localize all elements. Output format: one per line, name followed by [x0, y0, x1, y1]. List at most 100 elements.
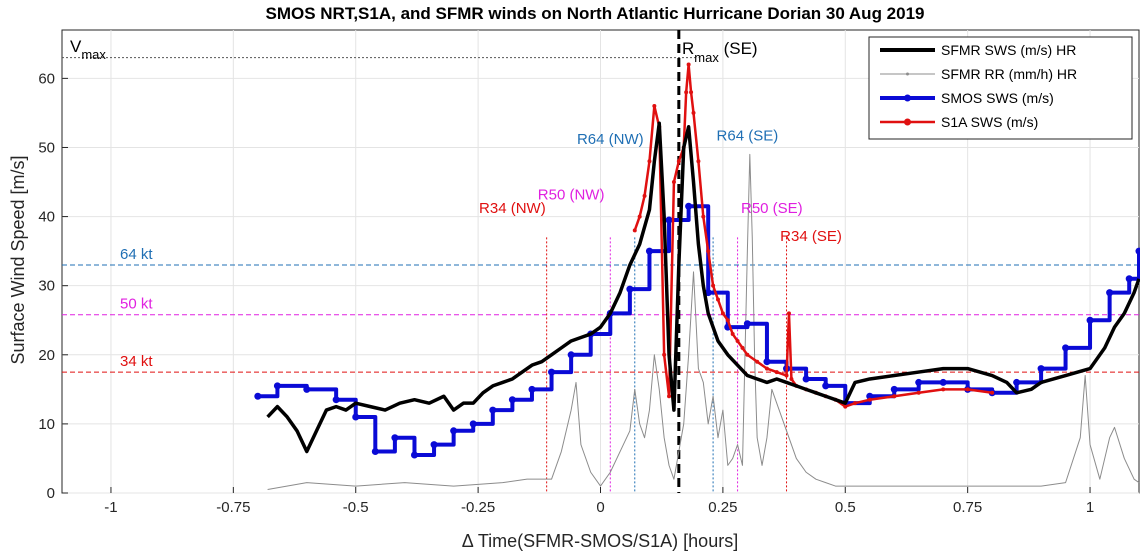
data-point-s1a: [647, 159, 652, 164]
chart-title: SMOS NRT,S1A, and SFMR winds on North At…: [265, 4, 924, 23]
data-point-smos: [371, 448, 379, 456]
data-point-s1a: [720, 311, 725, 316]
series-line-sfmr-sws: [266, 121, 1140, 454]
data-point-s1a: [701, 214, 706, 219]
data-point-s1a: [990, 390, 995, 395]
data-point-s1a: [652, 104, 657, 109]
data-point-s1a: [637, 214, 642, 219]
data-point-smos: [1135, 247, 1140, 255]
x-axis: -1 -0.75 -0.5 -0.25 0 0.25 0.5 0.75 1: [104, 487, 1094, 516]
series-layer: [254, 62, 1140, 491]
legend: SFMR SWS (m/s) HR SFMR RR (mm/h) HR SMOS S…: [868, 36, 1133, 140]
reference-lines: [62, 57, 1139, 373]
y-tick-label: 50: [38, 139, 55, 156]
legend-entry-label: SFMR RR (mm/h) HR: [941, 66, 1077, 82]
rmax-label-sub: max: [694, 50, 719, 65]
radius-marker-label: R34 (NW): [479, 200, 546, 217]
data-point-s1a: [684, 90, 689, 95]
data-point-smos: [939, 378, 947, 386]
radius-marker-label: R34 (SE): [780, 228, 842, 245]
legend-marker: [904, 118, 911, 126]
data-point-s1a: [642, 193, 647, 198]
data-point-s1a: [892, 394, 897, 399]
x-axis-label: Δ Time(SFMR-SMOS/S1A) [hours]: [462, 531, 738, 551]
data-point-s1a: [916, 390, 921, 395]
x-tick-label: -0.5: [343, 499, 369, 516]
data-point-smos: [489, 406, 497, 414]
y-tick-label: 40: [38, 209, 55, 226]
data-point-smos: [822, 382, 830, 390]
y-tick-label: 60: [38, 70, 55, 87]
legend-entry-label: SFMR SWS (m/s) HR: [941, 42, 1076, 58]
annotation-labels: 64 kt 50 kt 34 kt R34 (NW)R50 (NW) R64 (NW) R…: [120, 128, 842, 371]
data-point-smos: [1062, 344, 1070, 352]
data-point-smos: [391, 434, 399, 442]
x-tick-label: -0.75: [216, 499, 250, 516]
data-point-smos: [1013, 378, 1021, 386]
data-point-s1a: [774, 370, 779, 375]
data-point-smos: [254, 392, 262, 400]
data-point-smos: [1037, 365, 1045, 373]
reference-line-label: 50 kt: [120, 296, 153, 313]
data-point-s1a: [755, 359, 760, 364]
x-tick-label: -1: [104, 499, 117, 516]
data-point-smos: [665, 216, 673, 224]
data-point-smos: [450, 427, 458, 435]
legend-marker: [904, 94, 911, 102]
data-point-smos: [890, 385, 898, 393]
data-point-smos: [469, 420, 477, 428]
data-point-s1a: [715, 297, 720, 302]
data-point-s1a: [662, 352, 667, 357]
data-point-smos: [866, 392, 874, 400]
data-point-s1a: [745, 352, 750, 357]
rmax-label: Rmax (SE): [682, 39, 758, 65]
data-point-smos: [1086, 316, 1094, 324]
vmax-label-main: V: [70, 37, 82, 56]
data-point-s1a: [711, 283, 716, 288]
data-point-s1a: [735, 338, 740, 343]
data-point-smos: [528, 385, 536, 393]
data-point-s1a: [706, 249, 711, 254]
data-point-smos: [548, 368, 556, 376]
data-point-smos: [743, 320, 751, 328]
radius-marker-label: R50 (SE): [741, 200, 803, 217]
data-point-smos: [763, 358, 771, 366]
rmax-label-suffix: (SE): [719, 39, 758, 58]
data-point-s1a: [764, 366, 769, 371]
data-point-s1a: [676, 159, 681, 164]
data-point-s1a: [867, 397, 872, 402]
y-axis-label: Surface Wind Speed [m/s]: [8, 155, 28, 364]
series-line-sfmr-rr: [267, 153, 1140, 491]
legend-entry-label: SMOS SWS (m/s): [941, 90, 1054, 106]
data-point-s1a: [740, 345, 745, 350]
vmax-label-sub: max: [81, 47, 106, 62]
data-point-s1a: [667, 394, 672, 399]
x-tick-label: 1: [1086, 499, 1094, 516]
data-point-smos: [802, 375, 810, 383]
data-point-s1a: [843, 404, 848, 409]
x-tick-label: 0: [596, 499, 604, 516]
data-point-smos: [1125, 275, 1133, 283]
radius-marker-label: R64 (SE): [717, 128, 779, 145]
legend-marker: [906, 72, 909, 76]
y-tick-label: 0: [47, 485, 55, 502]
data-point-s1a: [689, 90, 694, 95]
x-tick-label: 0.75: [953, 499, 982, 516]
data-point-s1a: [730, 332, 735, 337]
data-point-s1a: [725, 318, 730, 323]
data-point-s1a: [784, 373, 789, 378]
radius-marker-label: R64 (NW): [577, 131, 644, 148]
x-tick-label: 0.5: [835, 499, 856, 516]
data-point-s1a: [941, 387, 946, 392]
data-point-smos: [645, 247, 653, 255]
data-point-smos: [567, 351, 575, 359]
data-point-s1a: [632, 228, 637, 233]
data-point-s1a: [691, 110, 696, 115]
data-point-smos: [410, 451, 418, 459]
radius-marker-label: R50 (NW): [538, 186, 605, 203]
legend-entry-label: S1A SWS (m/s): [941, 114, 1038, 130]
y-tick-label: 20: [38, 347, 55, 364]
data-point-s1a: [786, 311, 791, 316]
data-point-smos: [352, 413, 360, 421]
